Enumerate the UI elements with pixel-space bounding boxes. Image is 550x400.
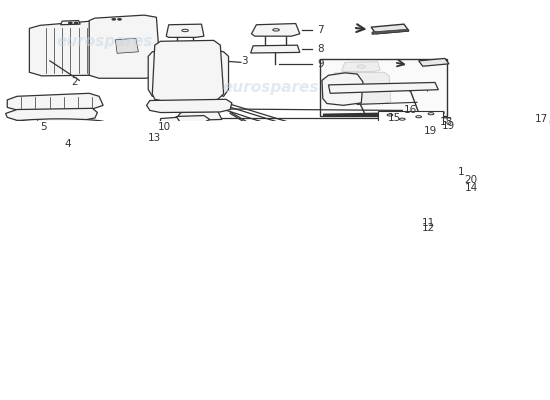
Circle shape: [74, 22, 78, 24]
Polygon shape: [177, 111, 222, 120]
Circle shape: [416, 116, 421, 118]
Text: 19: 19: [442, 121, 455, 131]
Ellipse shape: [10, 119, 109, 128]
Text: 2: 2: [71, 77, 78, 87]
Text: eurospares: eurospares: [56, 34, 152, 49]
Circle shape: [357, 65, 365, 68]
Polygon shape: [89, 15, 161, 78]
Text: 4: 4: [64, 140, 71, 150]
Circle shape: [112, 19, 115, 20]
Polygon shape: [328, 82, 438, 93]
Text: 12: 12: [422, 223, 435, 233]
Text: 20: 20: [465, 175, 477, 185]
Text: 6: 6: [548, 118, 550, 128]
Polygon shape: [116, 38, 139, 53]
Circle shape: [399, 118, 405, 120]
Text: 5: 5: [40, 122, 47, 132]
Text: 9: 9: [317, 59, 323, 69]
Polygon shape: [60, 20, 80, 25]
Text: 7: 7: [317, 24, 323, 34]
Polygon shape: [251, 45, 300, 53]
Circle shape: [182, 29, 188, 32]
Polygon shape: [7, 93, 103, 110]
Circle shape: [387, 114, 393, 116]
Polygon shape: [342, 62, 380, 72]
Text: 18: 18: [440, 116, 453, 126]
Circle shape: [69, 22, 72, 24]
Polygon shape: [166, 24, 204, 37]
Text: 16: 16: [404, 106, 417, 116]
FancyBboxPatch shape: [320, 59, 447, 116]
Text: 13: 13: [148, 133, 161, 143]
Circle shape: [118, 19, 121, 20]
Polygon shape: [251, 24, 300, 36]
Polygon shape: [29, 21, 106, 76]
Text: 14: 14: [465, 183, 478, 193]
Polygon shape: [161, 117, 179, 124]
Circle shape: [273, 29, 279, 31]
Text: 8: 8: [317, 44, 323, 54]
FancyBboxPatch shape: [378, 111, 443, 127]
Polygon shape: [6, 108, 97, 120]
Polygon shape: [322, 73, 363, 105]
Polygon shape: [371, 24, 409, 34]
Polygon shape: [171, 116, 210, 123]
Text: 1: 1: [458, 167, 465, 177]
Polygon shape: [419, 58, 449, 66]
Polygon shape: [372, 29, 409, 34]
Polygon shape: [332, 72, 391, 104]
Circle shape: [428, 113, 434, 115]
Polygon shape: [148, 50, 163, 96]
Polygon shape: [152, 40, 224, 102]
Text: 19: 19: [424, 126, 437, 136]
Text: 15: 15: [387, 113, 401, 123]
Polygon shape: [146, 99, 232, 112]
Text: 11: 11: [422, 218, 435, 228]
Text: 3: 3: [241, 56, 248, 66]
Text: eurospares: eurospares: [223, 80, 320, 95]
Text: 17: 17: [535, 114, 548, 124]
Text: 10: 10: [158, 122, 171, 132]
Polygon shape: [216, 50, 229, 96]
Polygon shape: [134, 136, 161, 144]
